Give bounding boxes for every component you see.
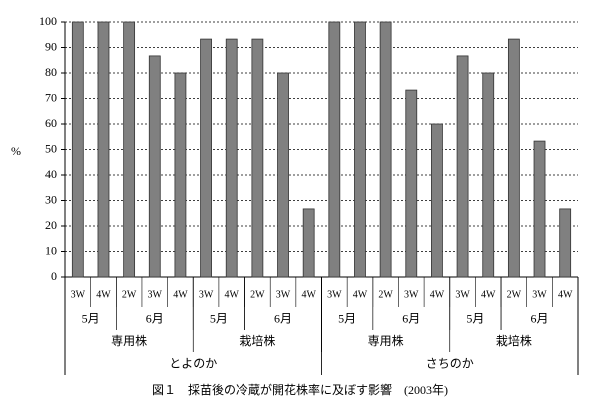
- bar: [507, 38, 520, 278]
- caption: 図１ 採苗後の冷蔵が開花株率に及ぼす影響 (2003年): [152, 382, 448, 397]
- group-label: とよのか: [169, 356, 217, 370]
- bar: [354, 21, 366, 278]
- bar: [123, 21, 136, 278]
- group-label: 栽培株: [239, 333, 275, 348]
- x-tick-label: 3W: [455, 289, 470, 300]
- y-tick-label: 0: [51, 269, 57, 283]
- x-tick-label: 3W: [71, 289, 86, 300]
- y-tick-label: 60: [45, 116, 57, 130]
- y-tick-label: 10: [45, 243, 57, 257]
- group-label: 専用株: [368, 333, 404, 348]
- bar: [302, 208, 315, 278]
- x-tick-label: 4W: [353, 289, 368, 300]
- group-label: 栽培株: [496, 333, 532, 348]
- group-label: 6月: [146, 311, 164, 325]
- y-tick-label: 100: [39, 14, 57, 28]
- x-tick-label: 3W: [276, 289, 291, 300]
- x-tick-label: 2W: [378, 289, 393, 300]
- bar: [431, 123, 443, 278]
- x-tick-label: 4W: [481, 289, 496, 300]
- y-tick-label: 20: [45, 218, 57, 232]
- x-tick-label: 2W: [250, 289, 265, 300]
- group-label: 6月: [531, 311, 549, 325]
- bar: [482, 72, 495, 278]
- bar: [174, 72, 187, 278]
- bar: [225, 38, 238, 278]
- x-tick-label: 2W: [122, 289, 137, 300]
- bar: [97, 21, 110, 278]
- x-tick-label: 4W: [301, 289, 316, 300]
- bar: [148, 55, 161, 278]
- bar: [71, 21, 84, 278]
- bar: [559, 208, 572, 278]
- y-tick-label: 50: [45, 141, 57, 155]
- group-label: 6月: [274, 311, 292, 325]
- x-tick-label: 3W: [199, 289, 214, 300]
- bar: [277, 72, 289, 278]
- bar: [251, 38, 264, 278]
- x-tick-label: 4W: [558, 289, 573, 300]
- group-label: さちのか: [426, 356, 474, 370]
- y-tick-label: 30: [45, 192, 57, 206]
- bar: [200, 38, 212, 278]
- y-tick-label: 80: [45, 65, 57, 79]
- x-tick-label: 3W: [327, 289, 342, 300]
- y-tick-label: 40: [45, 167, 57, 181]
- y-tick-label: 90: [45, 39, 57, 53]
- x-tick-label: 2W: [507, 289, 522, 300]
- group-label: 5月: [466, 311, 484, 325]
- group-label: 5月: [338, 311, 356, 325]
- bar: [456, 55, 469, 278]
- bar: [533, 140, 546, 278]
- bar: [328, 21, 341, 278]
- x-tick-label: 4W: [430, 289, 445, 300]
- x-tick-label: 4W: [173, 289, 188, 300]
- group-label: 5月: [210, 311, 228, 325]
- group-label: 6月: [402, 311, 420, 325]
- y-tick-label: 70: [45, 90, 57, 104]
- group-label: 5月: [82, 311, 100, 325]
- x-tick-label: 3W: [532, 289, 547, 300]
- y-axis-label: %: [11, 144, 21, 158]
- bar: [405, 89, 418, 278]
- group-label: 専用株: [111, 333, 147, 348]
- x-tick-label: 3W: [148, 289, 163, 300]
- x-tick-label: 4W: [96, 289, 111, 300]
- bar: [379, 21, 392, 278]
- x-tick-label: 4W: [224, 289, 239, 300]
- x-tick-label: 3W: [404, 289, 419, 300]
